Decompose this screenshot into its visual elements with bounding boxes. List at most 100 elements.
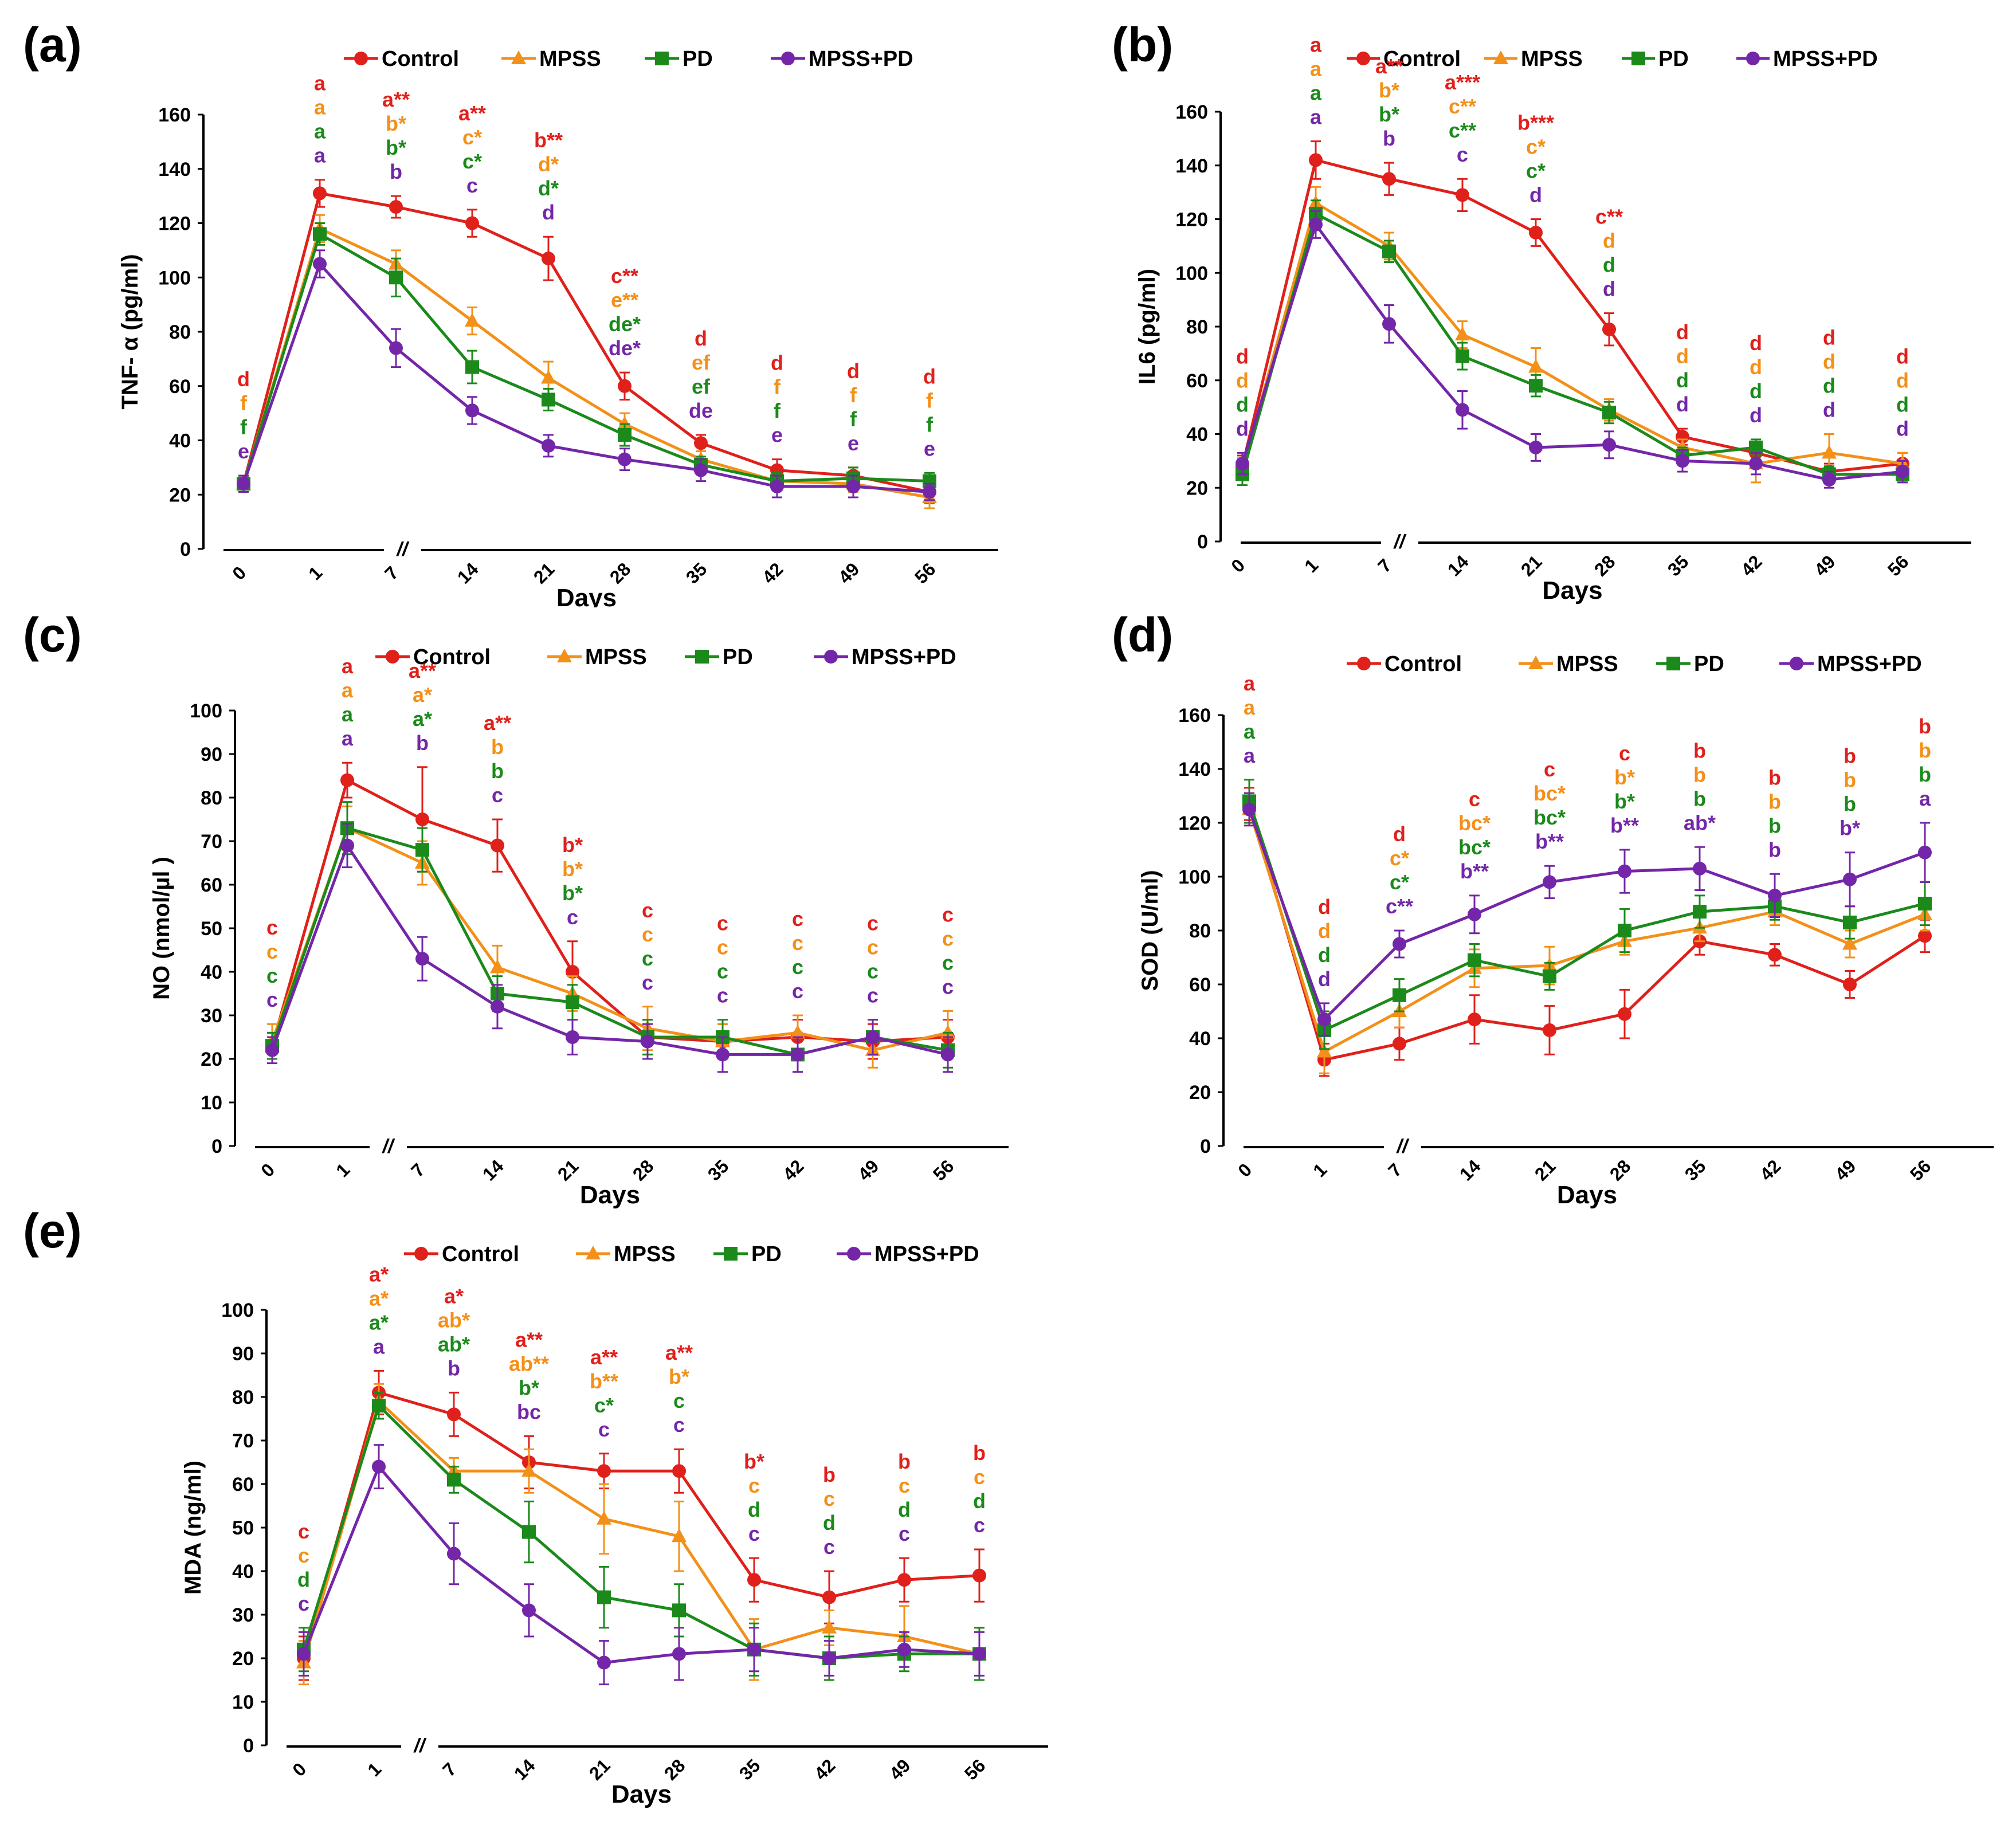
significance-label: c	[748, 1474, 760, 1497]
significance-label: c	[942, 927, 954, 950]
legend-label: PD	[1658, 47, 1689, 71]
significance-label: c	[974, 1513, 985, 1537]
y-tick-label: 160	[1178, 705, 1211, 727]
significance-label: a	[342, 678, 354, 702]
legend-label: PD	[751, 1242, 782, 1266]
data-point	[1918, 897, 1932, 910]
significance-label: f	[926, 413, 934, 436]
data-point	[1822, 445, 1837, 459]
data-point	[770, 480, 784, 494]
series-mpss-pd	[265, 823, 955, 1073]
data-point	[1618, 924, 1631, 937]
legend-marker	[1493, 50, 1508, 64]
significance-label: d	[1318, 919, 1331, 943]
series-pd	[297, 1391, 986, 1681]
x-tick-label: 7	[1384, 1159, 1406, 1181]
data-point	[465, 360, 479, 374]
data-point	[1456, 403, 1469, 417]
x-axis-label: Days	[1557, 1181, 1617, 1209]
legend-label: MPSS	[539, 47, 601, 71]
x-axis-break: //	[382, 1136, 395, 1157]
legend-marker	[1790, 657, 1803, 670]
data-point	[1543, 969, 1556, 983]
data-point	[389, 341, 403, 355]
data-point	[389, 200, 403, 214]
x-tick-label: 0	[1227, 555, 1249, 576]
panel-b: (b) 0 20 40 60 80 100 120 140 160 IL6 (pg/ml) // 0 1…	[1009, 0, 2016, 607]
significance-label: bc*	[1458, 811, 1491, 835]
significance-label: b	[416, 731, 429, 755]
significance-label: d	[1896, 393, 1909, 416]
x-tick-label: 42	[758, 559, 787, 588]
significance-label: a	[342, 654, 354, 678]
legend-label: Control	[1384, 652, 1462, 676]
data-point	[1468, 1012, 1481, 1027]
legend-label: MPSS	[585, 645, 647, 669]
data-point	[1618, 864, 1631, 878]
legend-label: MPSS+PD	[1817, 652, 1922, 676]
significance-label: c*	[1390, 846, 1409, 870]
significance-label: d	[1823, 398, 1835, 422]
legend-label: MPSS	[614, 1242, 676, 1266]
x-tick-label: 35	[735, 1755, 764, 1784]
legend-marker	[586, 1246, 601, 1259]
data-point	[415, 952, 429, 966]
data-point	[1918, 929, 1932, 943]
y-tick-label: 80	[1186, 316, 1208, 338]
y-tick-label: 0	[211, 1136, 222, 1157]
data-point	[389, 270, 403, 285]
chart-d: 0 20 40 60 80 100 120 140 160 SOD (U/ml) // 0 1 7 14 21…	[1138, 652, 1994, 1209]
series-line	[1241, 201, 1903, 470]
data-point	[1896, 465, 1909, 479]
y-tick-label: 60	[1186, 370, 1208, 392]
significance-label: d*	[538, 176, 559, 200]
data-point	[372, 1459, 386, 1474]
data-point	[1768, 888, 1782, 902]
y-tick-label: 120	[1175, 209, 1208, 231]
x-tick-label: 42	[1756, 1156, 1785, 1185]
y-tick-label: 100	[190, 700, 222, 722]
significance-label: c	[899, 1474, 910, 1497]
series-line	[1248, 808, 1925, 1022]
data-point	[597, 1510, 611, 1525]
significance-label: a*	[369, 1262, 389, 1286]
y-tick-label: 100	[221, 1300, 254, 1321]
data-point	[541, 370, 556, 384]
significance-label: d	[1236, 368, 1249, 392]
series-line	[242, 231, 930, 485]
significance-label: b*	[386, 136, 406, 159]
significance-label: b	[1844, 792, 1856, 816]
data-point	[597, 1464, 611, 1478]
significance-label: b	[491, 735, 504, 759]
data-point	[447, 1473, 461, 1487]
series-control	[237, 179, 936, 504]
significance-label: b	[1919, 715, 1931, 738]
x-tick-label: 49	[834, 559, 864, 588]
y-tick-label: 100	[1178, 866, 1211, 888]
y-tick-label: 160	[1175, 101, 1208, 123]
legend-label: MPSS	[1556, 652, 1618, 676]
significance-label: c	[942, 902, 954, 926]
data-point	[1382, 317, 1396, 331]
data-point	[447, 1407, 461, 1422]
series-line	[270, 826, 948, 1056]
significance-label: a	[314, 96, 326, 119]
significance-label: b*	[386, 112, 406, 135]
y-tick-label: 120	[1178, 813, 1211, 834]
significance-label: c	[266, 916, 278, 939]
x-tick-label: 0	[1234, 1159, 1256, 1181]
series-line	[302, 1403, 979, 1660]
chart-e: 0 10 20 30 40 50 60 70 80 90 100 MDA (ng/ml) // 0 1 7 14…	[181, 1242, 1048, 1808]
panel-a: (a) 0 20 40 60 80 100 120 140 160 TNF- α (pg/ml) /…	[0, 0, 1009, 612]
series-line	[1241, 158, 1903, 473]
data-point	[941, 1047, 955, 1062]
series-line	[242, 261, 930, 494]
y-tick-label: 140	[158, 159, 191, 180]
significance-label: de	[689, 399, 713, 422]
significance-label: d	[1236, 344, 1249, 368]
data-point	[1843, 915, 1857, 929]
significance-label: ab*	[1684, 811, 1716, 834]
data-point	[340, 838, 354, 853]
series-line	[270, 778, 948, 1046]
panel-d: (d) 0 20 40 60 80 100 120 140 160 SOD (U/ml) // 0 1 7…	[1009, 607, 2016, 1215]
